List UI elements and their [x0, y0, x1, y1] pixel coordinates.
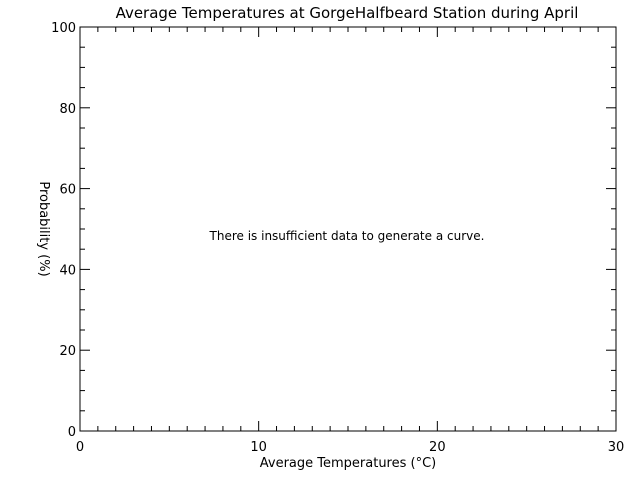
tick-marks: [79, 26, 617, 432]
y-tick-label: 40: [59, 263, 76, 278]
y-tick-label: 80: [59, 102, 76, 117]
x-tick-label: 0: [76, 440, 84, 455]
y-tick-label: 100: [51, 21, 76, 36]
x-tick-labels: 0 10 20 30: [76, 440, 624, 455]
y-tick-label: 0: [68, 425, 76, 440]
y-tick-label: 60: [59, 183, 76, 198]
insufficient-data-annotation: There is insufficient data to generate a…: [209, 229, 485, 243]
y-tick-label: 20: [59, 344, 76, 359]
x-tick-label: 20: [429, 440, 446, 455]
chart-title: Average Temperatures at GorgeHalfbeard S…: [116, 4, 579, 22]
x-axis-label: Average Temperatures (°C): [260, 456, 437, 471]
x-tick-label: 10: [250, 440, 267, 455]
y-tick-labels: 0 20 40 60 80 100: [51, 21, 76, 440]
x-tick-label: 30: [608, 440, 625, 455]
y-axis-label: Probability (%): [36, 181, 51, 276]
